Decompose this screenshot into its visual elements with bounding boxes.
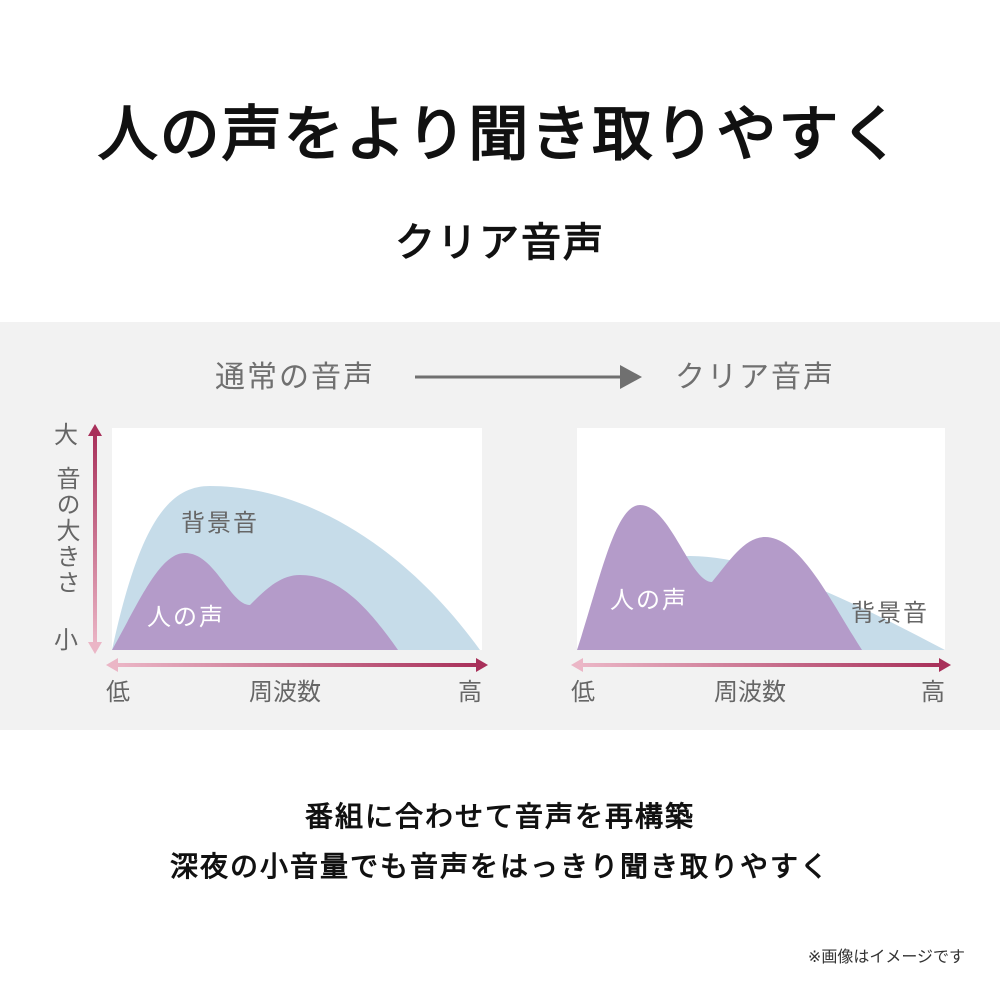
voice-shape (112, 553, 398, 650)
x-axis-high: 高 (458, 678, 482, 706)
arrow-head (88, 424, 102, 436)
title: 人の声をより聞き取りやすく (97, 100, 903, 170)
footer-line: 深夜の小音量でも音声をはっきり聞き取りやすく (169, 850, 831, 883)
y-axis-high: 大 (54, 421, 78, 449)
voice-shape (577, 505, 862, 650)
x-axis-label: 周波数 (249, 678, 321, 706)
x-axis (116, 663, 478, 667)
arrow-head (106, 658, 118, 672)
y-axis-label: 音の大きさ (52, 466, 80, 596)
y-axis-low: 小 (54, 626, 78, 654)
x-axis-label: 周波数 (714, 678, 786, 706)
arrow-head (620, 365, 642, 389)
before-label: 通常の音声 (215, 360, 375, 395)
x-axis-high: 高 (921, 678, 945, 706)
footer-line: 番組に合わせて音声を再構築 (304, 800, 696, 833)
arrow-head (939, 658, 951, 672)
y-axis (93, 432, 97, 646)
x-axis-low: 低 (571, 678, 595, 706)
note: ※画像はイメージです (807, 947, 965, 966)
background-label: 背景音 (851, 599, 929, 627)
x-axis (581, 663, 941, 667)
arrow-head (88, 642, 102, 654)
after-label: クリア音声 (675, 360, 835, 395)
voice-label: 人の声 (147, 603, 225, 631)
subtitle: クリア音声 (395, 220, 605, 266)
background-label: 背景音 (181, 509, 259, 537)
arrow-head (476, 658, 488, 672)
arrow-head (571, 658, 583, 672)
voice-label: 人の声 (610, 586, 688, 614)
x-axis-low: 低 (106, 678, 130, 706)
